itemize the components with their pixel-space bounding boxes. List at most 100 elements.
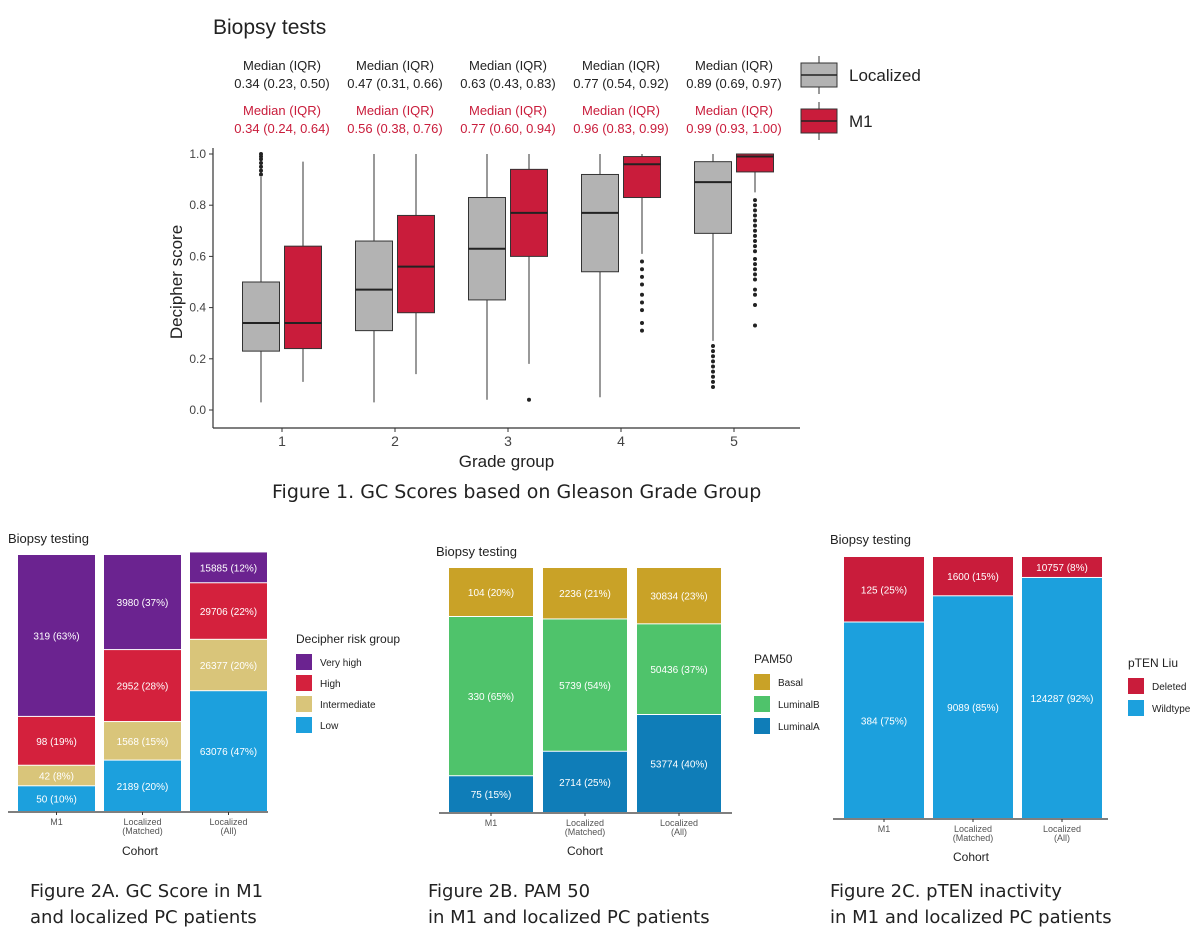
box-m1-5 — [736, 153, 774, 328]
bar-value-label: 50 (10%) — [36, 795, 77, 806]
bar-value-label: 330 (65%) — [468, 692, 514, 703]
outlier-point — [640, 292, 644, 297]
x-axis-title: Grade group — [459, 452, 554, 471]
outlier-point — [753, 223, 757, 228]
bar-segment-intermediate-m1 — [18, 765, 95, 786]
median-label-m1: Median (IQR) — [243, 103, 321, 118]
box-localized-4 — [581, 154, 619, 398]
legend-label-low: Low — [320, 721, 339, 732]
box-body — [397, 214, 435, 314]
outlier-point — [527, 397, 531, 402]
outlier-point — [711, 379, 715, 384]
outlier-point — [753, 198, 757, 203]
median-label-m1: Median (IQR) — [582, 103, 660, 118]
legend-key-basal — [754, 674, 770, 690]
outlier-point — [753, 218, 757, 223]
legend-title: PAM50 — [754, 652, 793, 666]
bar-segment-luminalb-localized-all — [637, 624, 721, 714]
bar-segment-basal-localized-matched — [543, 568, 627, 619]
bar-value-label: 2714 (25%) — [559, 778, 611, 789]
boxplot-title: Biopsy tests — [213, 16, 326, 39]
bar-value-label: 26377 (20%) — [200, 661, 257, 672]
median-label-m1: Median (IQR) — [695, 103, 773, 118]
bar-value-label: 29706 (22%) — [200, 607, 257, 618]
x-tick-label: (All) — [1054, 833, 1070, 843]
outlier-point — [711, 344, 715, 348]
outlier-point — [259, 152, 263, 156]
outlier-point — [753, 244, 757, 249]
figure2a-caption-line2: and localized PC patients — [30, 907, 257, 928]
median-value-localized: 0.63 (0.43, 0.83) — [460, 76, 555, 91]
outlier-point — [259, 168, 263, 173]
box-body — [581, 173, 619, 273]
bar-value-label: 104 (20%) — [468, 588, 514, 599]
bar-segment-intermediate-localized-matched — [104, 722, 181, 760]
bar-value-label: 30834 (23%) — [650, 592, 707, 603]
median-value-m1: 0.56 (0.38, 0.76) — [347, 121, 442, 136]
median-value-m1: 0.34 (0.24, 0.64) — [234, 121, 329, 136]
x-tick-label: 3 — [504, 433, 512, 449]
y-tick-label: 0.6 — [189, 249, 206, 263]
x-tick-label: Localized — [566, 818, 604, 828]
outlier-point — [753, 239, 757, 244]
bar-value-label: 15885 (12%) — [200, 563, 257, 574]
bar-value-label: 53774 (40%) — [650, 760, 707, 771]
x-tick-label: 2 — [391, 433, 399, 449]
y-tick-label: 1.0 — [189, 147, 206, 161]
median-label-m1: Median (IQR) — [469, 103, 547, 118]
outlier-point — [753, 249, 757, 254]
bar-segment-luminala-localized-matched — [543, 751, 627, 812]
legend-label-high: High — [320, 679, 341, 690]
bar-value-label: 2952 (28%) — [117, 682, 169, 693]
legend-label-luminalb: LuminalB — [778, 700, 820, 711]
legend-label-basal: Basal — [778, 678, 803, 689]
outlier-point — [259, 160, 263, 165]
figure2c-caption-line2: in M1 and localized PC patients — [830, 907, 1112, 928]
box-body — [694, 161, 732, 234]
outlier-point — [753, 277, 757, 282]
fig2c-stacked-bar-chart: Biopsy testing 384 (75%) 125 (25%) M1 9089 (… — [830, 532, 1191, 864]
bar-value-label: 5739 (54%) — [559, 681, 611, 692]
box-body — [355, 240, 393, 332]
legend-key-luminala — [754, 718, 770, 734]
bar-value-label: 10757 (8%) — [1036, 563, 1088, 574]
median-value-localized: 0.77 (0.54, 0.92) — [573, 76, 668, 91]
outlier-point — [753, 228, 757, 233]
bar-value-label: 1568 (15%) — [117, 737, 169, 748]
figure2b-caption-line2: in M1 and localized PC patients — [428, 907, 710, 928]
outlier-point — [753, 292, 757, 297]
box-m1-3 — [510, 154, 548, 402]
outlier-point — [753, 303, 757, 308]
bar-value-label: 50436 (37%) — [650, 665, 707, 676]
bar-segment-wildtype-localized-matched — [933, 596, 1013, 818]
bar-segment-intermediate-localized-all — [190, 639, 267, 691]
box-localized-2 — [355, 154, 393, 403]
legend-label-very-high: Very high — [320, 658, 362, 669]
bar-value-label: 2189 (20%) — [117, 782, 169, 793]
legend-label-intermediate: Intermediate — [320, 700, 376, 711]
box-localized-5 — [694, 154, 732, 389]
figure2b-caption: Figure 2B. PAM 50 in M1 and localized PC… — [428, 879, 710, 931]
boxplot-chart: Biopsy tests 0.0 0.2 0.4 0.6 0.8 1.0 1 2 3 4 5 Grade… — [167, 16, 921, 471]
bar-value-label: 42 (8%) — [39, 772, 74, 783]
legend-key-luminalb — [754, 696, 770, 712]
median-value-m1: 0.96 (0.83, 0.99) — [573, 121, 668, 136]
median-label-localized: Median (IQR) — [243, 58, 321, 73]
figure2a-caption: Figure 2A. GC Score in M1 and localized … — [30, 879, 263, 931]
bar-segment-very-high-localized-all — [190, 552, 267, 583]
x-tick-label: (Matched) — [953, 833, 994, 843]
outlier-point — [711, 384, 715, 389]
fig2a-stacked-bar-chart: Biopsy testing 50 (10%) 42 (8%) 98 (19%) 319… — [8, 531, 400, 858]
legend-label-luminala: LuminalA — [778, 722, 820, 733]
box-m1-4 — [623, 154, 661, 333]
bar-value-label: 9089 (85%) — [947, 703, 999, 714]
y-tick-label: 0.2 — [189, 352, 206, 366]
bar-chart-title: Biopsy testing — [436, 544, 517, 559]
outlier-point — [640, 308, 644, 313]
x-axis-title: Cohort — [567, 844, 604, 858]
legend-title: pTEN Liu — [1128, 656, 1178, 670]
bar-segment-low-m1 — [18, 786, 95, 811]
bar-segment-very-high-m1 — [18, 555, 95, 716]
bar-segment-basal-m1 — [449, 568, 533, 616]
